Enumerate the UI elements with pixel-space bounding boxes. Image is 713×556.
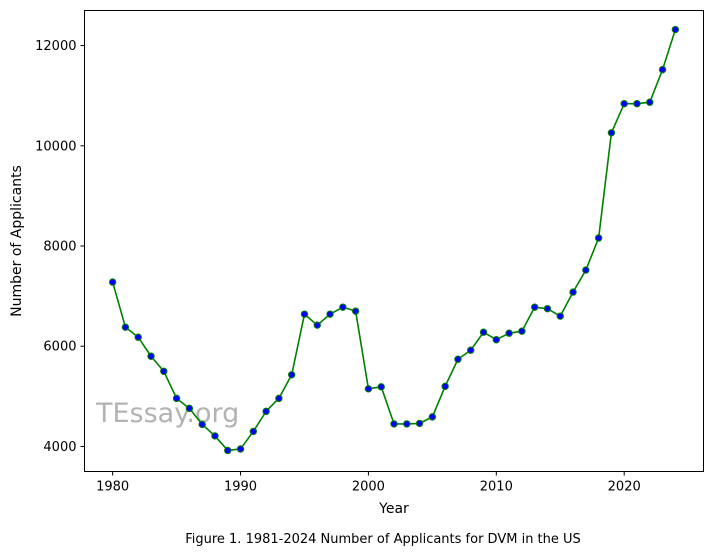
data-point [364,385,373,393]
data-point [300,310,309,318]
data-point [415,419,424,428]
data-point [172,394,181,403]
data-point [287,371,296,379]
data-point [262,407,270,416]
data-point [108,278,117,286]
data-point [185,404,194,413]
y-tick-label: 4000 [43,440,76,455]
series-layer [108,25,680,455]
x-tick-label: 2000 [352,480,385,495]
data-point [224,446,232,455]
data-point [556,312,564,320]
data-point [390,420,398,428]
data-point [646,98,654,106]
data-point [569,288,577,296]
data-point [454,355,462,363]
data-point [403,420,411,428]
x-tick-label: 1990 [224,480,257,495]
data-point [441,382,449,391]
y-tick-label: 10000 [35,139,76,154]
data-point [339,303,347,311]
y-tick-label: 6000 [43,340,76,355]
data-point [249,427,258,436]
figure-caption: Figure 1. 1981-2024 Number of Applicants… [185,532,581,547]
data-point [351,307,360,315]
x-axis-label: Year [378,501,409,517]
x-tick-label: 2010 [480,480,513,495]
data-point [530,303,539,311]
data-point [121,323,130,331]
y-axis-label: Number of Applicants [9,165,25,317]
data-point [607,129,616,137]
y-tick-label: 8000 [43,240,76,255]
data-point [313,321,321,329]
y-axis-ticks: 4000 6000 8000 10000 12000 [35,39,85,455]
data-point [658,65,667,74]
data-point [275,394,283,403]
data-point [147,352,155,360]
plot-frame [84,10,704,472]
data-point [428,413,437,421]
data-point [518,327,526,335]
data-point [582,266,590,274]
data-point [236,445,245,453]
x-axis-ticks: 1980 1990 2000 2010 2020 [96,471,641,495]
data-point [211,432,219,440]
data-point [671,25,680,34]
data-point [505,329,513,337]
watermark-text: TEssay.org [95,398,239,429]
series-line [111,29,677,452]
data-point [377,383,385,391]
x-tick-label: 1980 [96,480,129,495]
data-point [633,100,641,108]
x-tick-label: 2020 [608,480,641,495]
data-point [543,304,552,313]
data-point [134,333,142,341]
data-point [326,310,334,318]
data-point [479,328,488,336]
data-point [492,336,501,344]
data-point [620,100,628,108]
data-point [160,367,168,375]
data-point [594,234,603,242]
data-point [198,420,206,429]
data-point [467,346,475,354]
y-tick-label: 12000 [35,39,76,54]
